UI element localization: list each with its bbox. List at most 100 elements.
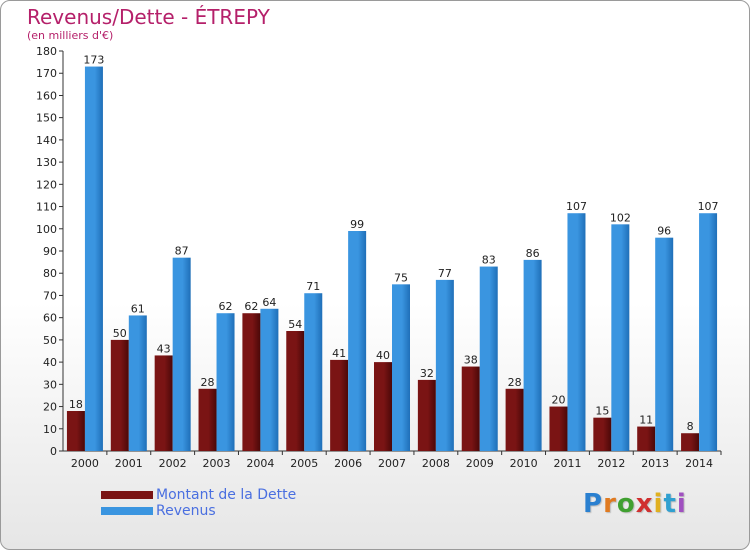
y-tick-label: 40 [43, 356, 57, 369]
bar-revenus [392, 284, 410, 451]
value-label-dette: 8 [687, 420, 694, 433]
value-label-revenus: 83 [482, 254, 496, 267]
x-tick-label: 2010 [510, 457, 538, 470]
bar-revenus [479, 266, 498, 451]
bar-revenus [260, 308, 279, 451]
bar-revenus [304, 293, 323, 451]
logo-letter: i [676, 489, 687, 519]
value-label-revenus: 173 [83, 54, 104, 67]
legend-swatch-dette [101, 491, 153, 499]
value-label-dette: 40 [376, 349, 390, 362]
value-label-revenus: 96 [657, 225, 671, 238]
chart-title: Revenus/Dette - ÉTREPY [27, 5, 270, 29]
x-tick-label: 2014 [685, 457, 713, 470]
legend: Montant de la Dette Revenus [101, 487, 296, 519]
logo-letter: P [583, 489, 604, 519]
bar-dette [417, 379, 436, 451]
legend-label-revenus: Revenus [156, 503, 216, 519]
value-label-dette: 50 [113, 327, 127, 340]
y-tick-label: 150 [36, 112, 57, 125]
x-tick-label: 2007 [378, 457, 406, 470]
chart-subtitle: (en milliers d'€) [27, 29, 114, 42]
logo-letter: r [603, 489, 617, 519]
legend-swatch-revenus [101, 507, 153, 515]
value-label-dette: 41 [332, 347, 346, 360]
legend-item-revenus: Revenus [101, 503, 296, 519]
logo-letter: t [663, 489, 677, 519]
legend-item-dette: Montant de la Dette [101, 487, 296, 503]
value-label-dette: 20 [551, 394, 565, 407]
value-label-dette: 15 [595, 405, 609, 418]
x-tick-label: 2000 [71, 457, 99, 470]
bar-revenus [348, 231, 367, 451]
y-tick-label: 100 [36, 223, 57, 236]
x-tick-label: 2013 [641, 457, 669, 470]
bar-dette [286, 331, 305, 451]
value-label-revenus: 62 [219, 300, 233, 313]
y-tick-label: 80 [43, 267, 57, 280]
bar-revenus [655, 237, 674, 451]
x-tick-label: 2008 [422, 457, 450, 470]
bar-revenus [84, 66, 103, 452]
y-tick-label: 50 [43, 334, 57, 347]
value-label-dette: 43 [157, 342, 171, 355]
value-label-revenus: 107 [698, 200, 719, 213]
y-tick-label: 60 [43, 312, 57, 325]
logo-letter: x [635, 489, 654, 519]
bar-dette [198, 388, 217, 451]
chart-labels: 18 173 50 61 43 87 28 62 62 64 54 71 41 99 40 75 32 77 38 8… [69, 54, 719, 434]
y-tick-label: 30 [43, 378, 57, 391]
value-label-revenus: 102 [610, 211, 631, 224]
bar-dette [66, 411, 85, 451]
bar-dette [593, 417, 612, 451]
value-label-revenus: 64 [262, 296, 276, 309]
value-label-revenus: 71 [306, 280, 320, 293]
value-label-dette: 54 [288, 318, 302, 331]
value-label-dette: 11 [639, 414, 653, 427]
logo-letter: i [653, 489, 664, 519]
bar-dette [681, 433, 700, 451]
x-tick-label: 2011 [553, 457, 581, 470]
bar-revenus [699, 213, 718, 451]
proxiti-logo: Proxiti [583, 489, 687, 519]
value-label-dette: 28 [201, 376, 215, 389]
bar-dette [330, 359, 349, 451]
x-tick-label: 2009 [466, 457, 494, 470]
bar-dette [154, 355, 173, 451]
bar-revenus [216, 313, 235, 451]
bar-dette [549, 406, 568, 451]
x-tick-label: 2003 [203, 457, 231, 470]
bar-revenus [567, 213, 586, 451]
y-tick-label: 160 [36, 89, 57, 102]
y-tick-label: 140 [36, 134, 57, 147]
value-label-revenus: 77 [438, 267, 452, 280]
x-tick-label: 2005 [290, 457, 318, 470]
y-tick-label: 170 [36, 67, 57, 80]
value-label-dette: 38 [464, 354, 478, 367]
bar-dette [461, 366, 480, 451]
y-tick-label: 70 [43, 289, 57, 302]
value-label-dette: 32 [420, 367, 434, 380]
value-label-revenus: 75 [394, 271, 408, 284]
y-tick-label: 10 [43, 423, 57, 436]
x-tick-label: 2006 [334, 457, 362, 470]
value-label-revenus: 99 [350, 218, 364, 231]
x-tick-label: 2004 [246, 457, 274, 470]
bar-revenus [128, 315, 147, 451]
bar-revenus [435, 279, 454, 451]
bar-revenus [611, 224, 630, 451]
y-tick-label: 120 [36, 178, 57, 191]
y-tick-label: 90 [43, 245, 57, 258]
legend-label-dette: Montant de la Dette [156, 487, 297, 503]
bar-revenus [523, 259, 542, 451]
y-tick-label: 110 [36, 201, 57, 214]
value-label-dette: 18 [69, 398, 83, 411]
logo-letter: o [616, 489, 636, 519]
value-label-revenus: 87 [175, 245, 189, 258]
y-tick-label: 20 [43, 401, 57, 414]
x-tick-label: 2001 [115, 457, 143, 470]
y-tick-label: 130 [36, 156, 57, 169]
x-tick-label: 2012 [597, 457, 625, 470]
